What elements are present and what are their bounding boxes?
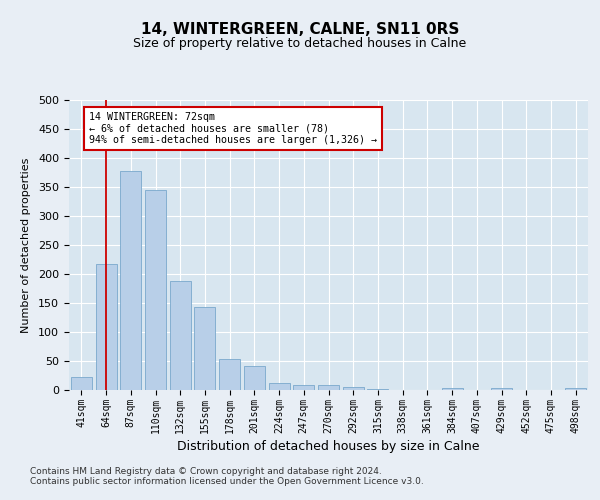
Bar bbox=[293, 385, 314, 390]
Text: Contains HM Land Registry data © Crown copyright and database right 2024.: Contains HM Land Registry data © Crown c… bbox=[30, 468, 382, 476]
Bar bbox=[491, 388, 512, 390]
Bar bbox=[318, 385, 339, 390]
Bar bbox=[269, 383, 290, 390]
Bar bbox=[95, 264, 116, 390]
Bar bbox=[343, 387, 364, 390]
Bar bbox=[565, 388, 586, 390]
Text: Size of property relative to detached houses in Calne: Size of property relative to detached ho… bbox=[133, 38, 467, 51]
Bar bbox=[71, 377, 92, 390]
Text: 14 WINTERGREEN: 72sqm
← 6% of detached houses are smaller (78)
94% of semi-detac: 14 WINTERGREEN: 72sqm ← 6% of detached h… bbox=[89, 112, 377, 145]
Text: 14, WINTERGREEN, CALNE, SN11 0RS: 14, WINTERGREEN, CALNE, SN11 0RS bbox=[141, 22, 459, 38]
Bar bbox=[194, 307, 215, 390]
Bar bbox=[170, 281, 191, 390]
Text: Contains public sector information licensed under the Open Government Licence v3: Contains public sector information licen… bbox=[30, 478, 424, 486]
Bar bbox=[442, 388, 463, 390]
Bar bbox=[244, 366, 265, 390]
X-axis label: Distribution of detached houses by size in Calne: Distribution of detached houses by size … bbox=[177, 440, 480, 453]
Bar bbox=[219, 360, 240, 390]
Y-axis label: Number of detached properties: Number of detached properties bbox=[21, 158, 31, 332]
Bar bbox=[120, 171, 141, 390]
Bar bbox=[145, 190, 166, 390]
